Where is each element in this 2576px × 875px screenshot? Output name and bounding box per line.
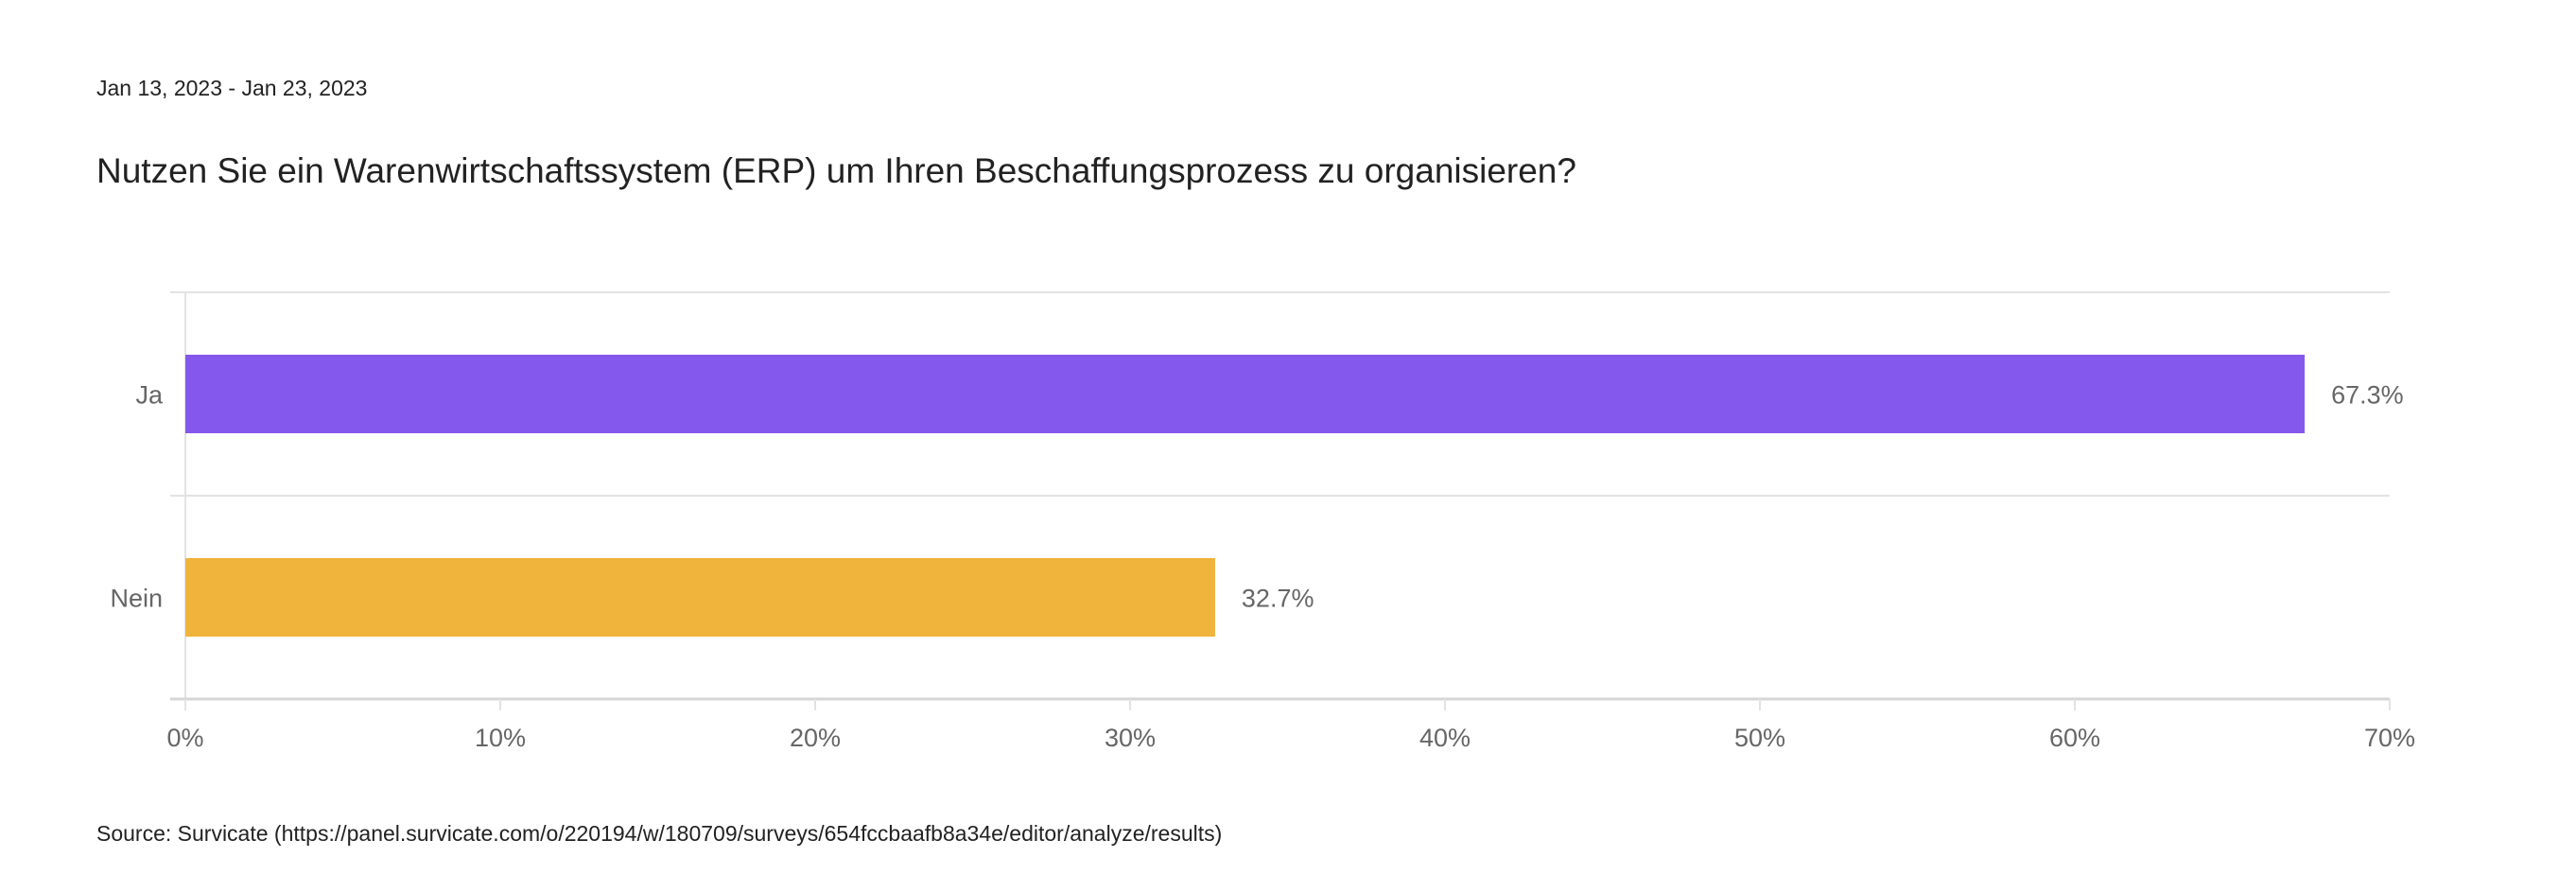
x-tick-label: 20% [790,724,841,752]
data-label: 32.7% [1242,585,1314,613]
bar-ja [185,355,2306,433]
x-tick-label: 0% [166,724,203,752]
x-tick-label: 40% [1419,724,1471,752]
source-note: Source: Survicate (https://panel.survica… [96,821,1223,846]
category-label: Nein [110,585,163,613]
chart-title: Nutzen Sie ein Warenwirtschaftssystem (E… [96,151,1576,190]
data-label: 67.3% [2331,381,2404,410]
x-tick-label: 30% [1105,724,1156,752]
bar-nein [185,558,1215,637]
x-tick-label: 60% [2049,724,2100,752]
x-tick-label: 70% [2364,724,2415,752]
date-range: Jan 13, 2023 - Jan 23, 2023 [96,76,368,100]
category-label: Ja [135,381,164,410]
x-tick-label: 50% [1734,724,1785,752]
x-tick-label: 10% [475,724,526,752]
